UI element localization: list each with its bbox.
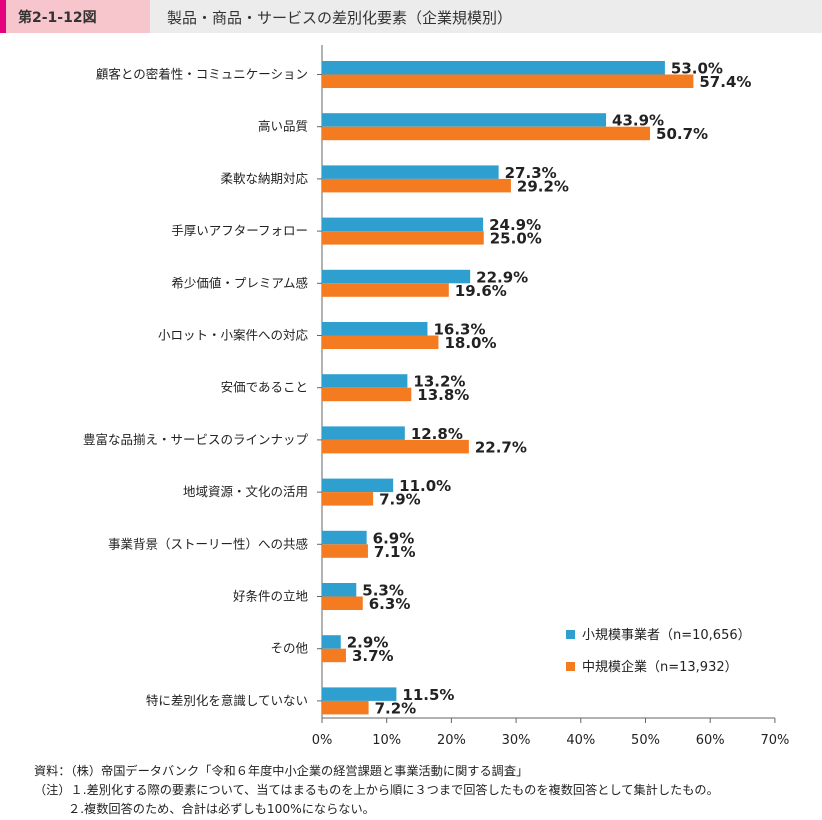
- bar-small: [322, 583, 357, 597]
- figure-tag-accent: [0, 0, 6, 33]
- source-note: 資料：（株）帝国データバンク「令和６年度中小企業の経営課題と事業活動に関する調査…: [34, 764, 529, 778]
- bar-medium: [322, 492, 374, 506]
- data-label: 16.3%: [433, 321, 485, 339]
- category-label: 豊富な品揃え・サービスのラインナップ: [83, 432, 309, 447]
- data-label: 53.0%: [671, 60, 723, 78]
- figure-number-tag: [0, 0, 150, 33]
- legend-swatch-small: [566, 630, 575, 639]
- category-label: 地域資源・文化の活用: [183, 484, 308, 499]
- category-label: 高い品質: [258, 119, 308, 134]
- x-tick-label: 10%: [372, 733, 401, 748]
- bar-small: [322, 374, 408, 388]
- data-label: 43.9%: [612, 112, 664, 130]
- data-label: 7.9%: [379, 491, 421, 509]
- legend-label: 中規模企業（n=13,932）: [582, 659, 738, 675]
- category-label: 事業背景（ストーリー性）への共感: [108, 536, 308, 551]
- data-label: 25.0%: [490, 230, 542, 248]
- data-label: 22.9%: [476, 268, 528, 286]
- data-label: 18.0%: [444, 334, 496, 352]
- x-tick-label: 40%: [566, 733, 595, 748]
- category-label: 顧客との密着性・コミュニケーション: [96, 67, 308, 82]
- data-label: 24.9%: [489, 216, 541, 234]
- data-label: 11.5%: [402, 686, 454, 704]
- legend-label: 小規模事業者（n=10,656）: [582, 627, 751, 643]
- bar-small: [322, 269, 471, 284]
- x-tick-label: 20%: [437, 733, 466, 748]
- bar-medium: [322, 596, 363, 610]
- data-label: 5.3%: [362, 582, 404, 600]
- data-label: 12.8%: [411, 425, 463, 443]
- category-label: 好条件の立地: [233, 589, 309, 604]
- bar-medium: [322, 231, 484, 245]
- data-label: 6.3%: [369, 595, 411, 613]
- data-label: 7.1%: [374, 543, 416, 561]
- bar-small: [322, 635, 341, 649]
- category-label: 特に差別化を意識していない: [146, 693, 308, 708]
- figure-title: 製品・商品・サービスの差別化要素（企業規模別）: [167, 9, 513, 27]
- bar-small: [322, 113, 607, 127]
- x-tick-label: 30%: [502, 733, 531, 748]
- category-label: 小ロット・小案件への対応: [158, 328, 309, 343]
- data-label: 57.4%: [699, 73, 751, 91]
- bar-small: [322, 478, 394, 493]
- data-label: 7.2%: [375, 699, 417, 717]
- x-tick-label: 60%: [696, 733, 725, 748]
- data-label: 29.2%: [517, 177, 569, 195]
- x-tick-label: 0%: [312, 733, 333, 748]
- legend-swatch-medium: [566, 662, 575, 671]
- category-label: 安価であること: [221, 380, 308, 395]
- bar-medium: [322, 544, 368, 558]
- bar-small: [322, 61, 665, 75]
- note-1: （注）１.差別化する際の要素について、当てはまるものを上から順に３つまで回答した…: [34, 783, 719, 797]
- data-label: 3.7%: [352, 647, 394, 665]
- data-label: 27.3%: [505, 164, 557, 182]
- bar-medium: [322, 700, 369, 715]
- bar-small: [322, 530, 367, 545]
- bar-small: [322, 426, 405, 440]
- bar-medium: [322, 648, 346, 663]
- bar-medium: [322, 439, 469, 454]
- bar-small: [322, 322, 428, 336]
- category-label: 柔軟な納期対応: [220, 171, 308, 186]
- data-label: 11.0%: [399, 477, 451, 495]
- data-label: 13.8%: [417, 386, 469, 404]
- bar-medium: [322, 126, 651, 141]
- bar-medium: [322, 387, 412, 402]
- data-label: 50.7%: [656, 125, 708, 143]
- bar-medium: [322, 283, 449, 297]
- bar-medium: [322, 74, 694, 88]
- data-label: 19.6%: [455, 282, 507, 300]
- bar-medium: [322, 335, 439, 349]
- bar-small: [322, 687, 397, 701]
- bar-chart: 0% 10% 20% 30% 40% 50% 60% 70% 顧客との密着性・コミュニケーション…: [83, 45, 789, 748]
- data-label: 6.9%: [373, 529, 415, 547]
- data-label: 22.7%: [475, 438, 527, 456]
- figure-footer: 資料：（株）帝国データバンク「令和６年度中小企業の経営課題と事業活動に関する調査…: [34, 762, 814, 819]
- category-label: 手厚いアフターフォロー: [171, 223, 308, 238]
- data-label: 2.9%: [347, 634, 389, 652]
- figure-number: 第2-1-12図: [18, 10, 97, 26]
- note-2: ２.複数回答のため、合計は必ずしも100%にならない。: [68, 802, 375, 816]
- data-label: 13.2%: [413, 373, 465, 391]
- bar-small: [322, 217, 484, 232]
- x-tick-label: 70%: [760, 733, 789, 748]
- bar-medium: [322, 178, 511, 193]
- x-tick-label: 50%: [631, 733, 660, 748]
- category-label: 希少価値・プレミアム感: [171, 275, 308, 290]
- bar-small: [322, 165, 499, 179]
- category-label: その他: [270, 641, 308, 656]
- figure-header: 第2-1-12図 製品・商品・サービスの差別化要素（企業規模別）: [0, 0, 822, 33]
